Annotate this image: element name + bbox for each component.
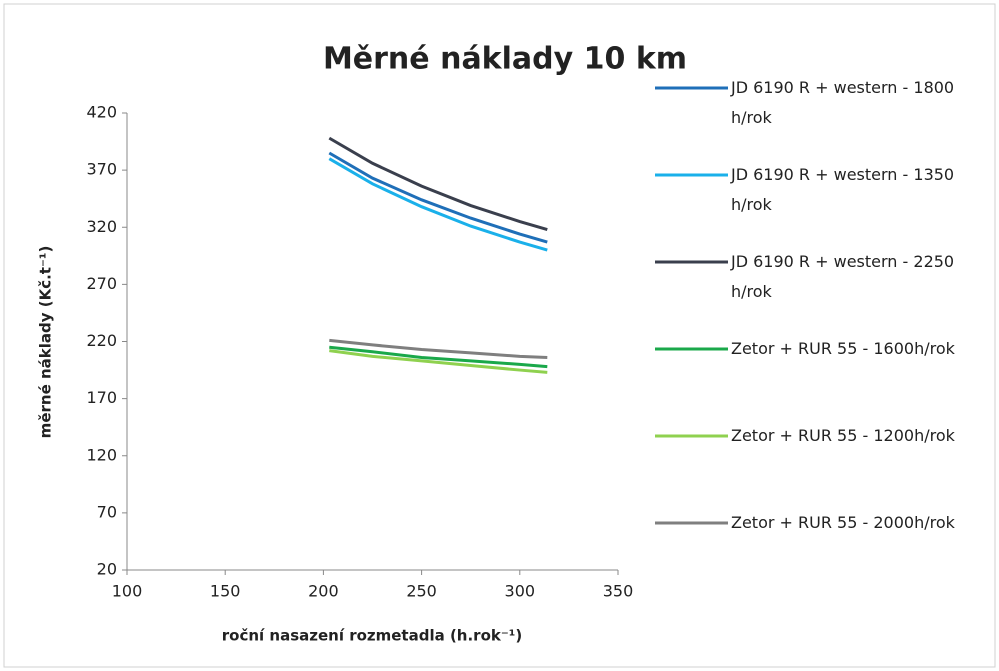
legend-label: Zetor + RUR 55 - 2000h/rok — [731, 513, 955, 532]
x-tick-label: 150 — [210, 582, 241, 601]
series-line — [328, 136, 548, 231]
x-tick-label: 100 — [112, 582, 143, 601]
y-tick-label: 120 — [86, 445, 117, 464]
legend-label: JD 6190 R + western - 1350 h/rok — [731, 165, 955, 214]
y-tick-label: 170 — [86, 388, 117, 407]
series-line — [329, 349, 548, 374]
y-axis-label: měrné náklady (Kč.t⁻¹) — [37, 246, 55, 439]
x-tick-label: 200 — [308, 582, 339, 601]
legend-label: JD 6190 R + western - 1800 h/rok — [731, 78, 955, 127]
series-line — [328, 157, 548, 252]
y-tick-label: 420 — [86, 103, 117, 122]
y-tick-label: 70 — [97, 502, 117, 521]
legend-label: JD 6190 R + western - 2250 h/rok — [731, 252, 955, 301]
x-tick-label: 250 — [406, 582, 437, 601]
series-line — [329, 338, 548, 359]
legend-label: Zetor + RUR 55 - 1200h/rok — [731, 426, 955, 445]
y-tick-label: 370 — [86, 160, 117, 179]
y-tick-label: 320 — [86, 217, 117, 236]
chart-frame — [3, 3, 996, 668]
x-tick-label: 300 — [505, 582, 536, 601]
series-line — [329, 345, 548, 369]
chart-title: Měrné náklady 10 km — [323, 42, 687, 77]
x-axis-label: roční nasazení rozmetadla (h.rok⁻¹) — [222, 627, 522, 645]
y-tick-label: 20 — [97, 560, 117, 579]
y-tick-label: 270 — [86, 274, 117, 293]
y-tick-label: 220 — [86, 331, 117, 350]
x-tick-label: 350 — [603, 582, 634, 601]
series-line — [328, 151, 548, 244]
legend-label: Zetor + RUR 55 - 1600h/rok — [731, 339, 955, 358]
